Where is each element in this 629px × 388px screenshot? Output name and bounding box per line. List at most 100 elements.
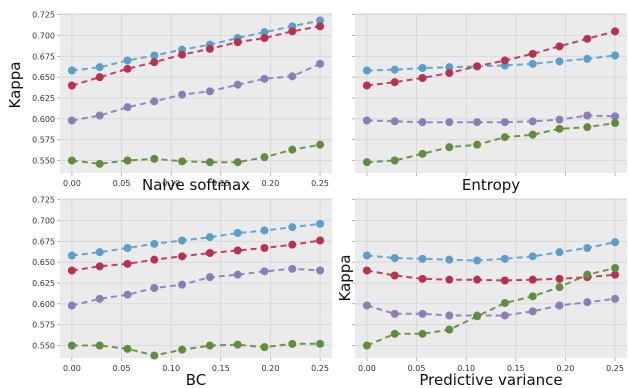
data-point [473,275,482,284]
series-line [366,269,616,282]
x-tick-label: 0.20 [557,364,575,373]
data-point [288,339,297,348]
series-4 [362,119,620,167]
y-axis-label: Kappa [336,255,354,302]
data-point [500,254,509,263]
series-2 [362,27,620,90]
data-point [288,223,297,232]
x-axis-label: Entropy [462,176,520,194]
data-point [583,34,592,43]
series-line [71,239,321,272]
data-point [528,275,537,284]
data-point [473,312,482,321]
data-point [233,340,242,349]
y-tick-label: 0.700 [32,32,55,41]
x-tick-label: 0.00 [63,364,81,373]
data-point [473,256,482,265]
y-tick-label: 0.600 [32,115,55,124]
x-axis-label: Predictive variance [419,371,562,388]
series-1 [67,219,325,260]
data-point [150,97,159,106]
data-point [362,266,371,275]
data-point [95,248,104,257]
data-point [500,133,509,142]
data-point [233,270,242,279]
data-point [390,78,399,87]
data-point [528,307,537,316]
chart-panel-1: 0.550 0.575 0.600 0.625 0.650 0.675 0.700 0.725… [6,11,332,194]
data-point [445,63,454,72]
data-point [260,34,269,42]
x-tick-label: 0.25 [311,364,329,373]
data-point [555,115,564,124]
data-point [390,65,399,74]
data-point [555,57,564,66]
plot-area [355,13,627,173]
series-4 [67,339,325,360]
x-tick-label: 0.10 [457,364,475,373]
data-point [500,311,509,320]
data-point [178,345,187,354]
data-point [67,116,76,125]
data-point [178,50,187,59]
data-point [611,51,620,60]
series-line [71,25,321,87]
data-point [205,158,214,167]
data-point [233,229,242,237]
data-point [95,341,104,350]
series-line [71,222,321,257]
data-point [150,255,159,264]
data-point [288,72,297,81]
data-point [67,301,76,310]
x-tick-label: 0.15 [212,179,230,188]
data-point [95,111,104,120]
data-point [362,251,371,260]
y-tick-label: 0.650 [32,258,55,267]
series-line [71,62,321,122]
series-line [366,122,616,164]
y-tick-label: 0.700 [32,217,55,226]
y-tick-label: 0.725 [32,196,55,205]
data-point [150,239,159,248]
data-point [583,298,592,307]
data-point [95,159,104,168]
data-point [528,292,537,301]
y-tick-label: 0.725 [32,11,55,20]
data-point [123,259,132,268]
data-point [611,238,620,247]
data-point [418,274,427,283]
data-point [95,294,104,303]
data-point [390,254,399,262]
series-4 [67,140,325,168]
data-point [67,156,76,165]
data-point [555,283,564,292]
data-point [178,280,187,289]
data-point [362,341,371,350]
x-axis-label: BC [186,371,207,388]
data-point [500,56,509,65]
x-tick-label: 0.25 [311,179,329,188]
data-point [288,240,297,249]
data-point [288,27,297,36]
data-point [445,143,454,152]
data-point [390,117,399,126]
x-tick-label: 0.15 [507,364,525,373]
data-point [260,28,269,37]
data-point [233,246,242,255]
data-point [473,140,482,149]
y-tick-label: 0.625 [32,94,55,103]
data-point [611,270,620,279]
data-point [233,38,242,47]
data-point [260,343,269,352]
series-3 [67,59,325,125]
data-point [316,236,325,245]
data-point [500,118,509,127]
series-line [71,342,321,357]
data-point [583,123,592,132]
data-point [67,251,76,260]
data-point [178,236,187,245]
data-point [390,329,399,338]
data-point [316,140,325,149]
data-point [418,309,427,318]
data-point [473,118,482,127]
